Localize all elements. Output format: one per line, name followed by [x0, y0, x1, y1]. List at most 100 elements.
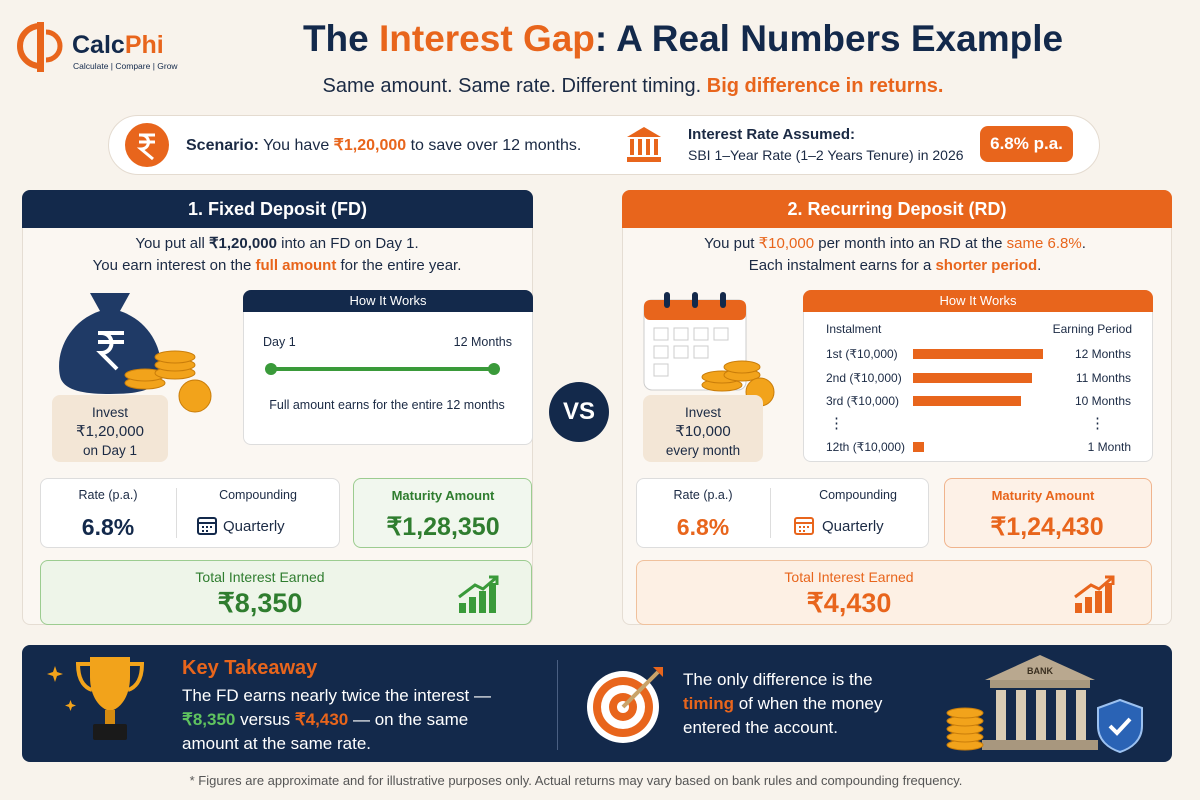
logo-icon [17, 22, 63, 72]
fd-intro-line: You put all ₹1,20,000 into an FD on Day … [135, 234, 418, 252]
text: The FD earns nearly twice the interest — [182, 686, 491, 705]
decoration [654, 139, 658, 155]
compounding-value: Quarterly [223, 518, 285, 535]
logo-part: Phi [124, 31, 164, 59]
decoration [638, 139, 642, 155]
decoration [982, 740, 1098, 750]
decoration [265, 363, 277, 375]
decoration [692, 292, 698, 308]
decoration [653, 667, 663, 677]
instalment: 3rd (₹10,000) [826, 394, 900, 408]
timeline [265, 363, 500, 375]
text: on Day 1 [82, 443, 138, 458]
compounding-value: Quarterly [822, 518, 884, 535]
subtitle: Same amount. Same rate. Different timing… [323, 75, 944, 98]
decoration [807, 526, 809, 528]
period-bar [913, 349, 1043, 359]
fd-maturity-box [353, 478, 532, 548]
timeline-end: 12 Months [453, 335, 512, 349]
decoration [1085, 597, 1092, 613]
takeaway-title: Key Takeaway [182, 657, 318, 679]
decoration [646, 139, 650, 155]
decoration [693, 327, 709, 341]
rate-value: 6.8% [81, 514, 135, 540]
period-bar [913, 373, 1033, 383]
rd-maturity-box [944, 478, 1152, 548]
text: versus [235, 710, 295, 729]
text: full amount [255, 257, 337, 274]
decoration [202, 530, 204, 532]
earning-period: 1 Month [1087, 440, 1131, 454]
scenario-label: Scenario: [186, 137, 259, 154]
decoration [178, 379, 212, 413]
decoration [621, 670, 660, 709]
decoration [202, 526, 204, 528]
rd-stats-box [636, 478, 929, 548]
text: into an FD on Day 1. [276, 235, 419, 252]
subtitle-part: Big difference in returns. [706, 75, 944, 97]
decoration [206, 530, 208, 532]
rate-source: SBI 1–Year Rate (1–2 Years Tenure) in 20… [688, 147, 964, 163]
period-bar [913, 442, 924, 452]
text: . [1081, 235, 1086, 252]
timeline-start: Day 1 [263, 335, 296, 349]
bank-icon [627, 127, 661, 162]
takeaway-right: The only difference is the timing of whe… [683, 668, 903, 740]
decoration [488, 363, 500, 375]
rd-how-title: How It Works [803, 290, 1153, 312]
decoration [105, 710, 115, 724]
decoration [17, 23, 41, 69]
decoration [803, 526, 805, 528]
earning-period: 12 Months [1074, 347, 1131, 361]
decoration [990, 680, 1090, 688]
rate-badge: 6.8% p.a. [980, 126, 1073, 162]
decoration [799, 526, 809, 532]
fd-interest-box [40, 560, 532, 625]
text: . [1037, 257, 1042, 274]
bank-sign: BANK [1027, 666, 1053, 676]
text: ₹1,20,000 [76, 423, 144, 440]
text: every month [665, 443, 741, 458]
scenario-text: Scenario: You have ₹1,20,000 to save ove… [186, 135, 581, 155]
bank-illustration: BANK [946, 655, 1143, 754]
title-part: The [302, 18, 380, 59]
money-bag [59, 293, 212, 413]
earning-period: 10 Months [1074, 394, 1131, 408]
text: shorter period [935, 257, 1038, 274]
logo-part: Calc [72, 31, 125, 59]
timeline-note: Full amount earns for the entire 12 mont… [269, 398, 505, 412]
decoration [458, 575, 499, 599]
text: The only difference is the [683, 670, 873, 689]
compounding-label: Compounding [819, 488, 897, 502]
interest-label: Total Interest Earned [195, 569, 325, 585]
column-header: Instalment [826, 322, 882, 336]
decoration [996, 690, 1006, 740]
decoration [673, 327, 689, 341]
decoration [799, 526, 801, 528]
decoration [713, 327, 729, 341]
ellipsis: ⋮ [829, 415, 844, 432]
rate-label: Rate (p.a.) [673, 488, 733, 502]
decoration [1056, 690, 1066, 740]
maturity-label: Maturity Amount [991, 488, 1095, 503]
fd-heading: 1. Fixed Deposit (FD) [22, 190, 533, 228]
text: timing [683, 694, 734, 713]
rate-value: 6.8% [676, 514, 730, 540]
decoration [946, 707, 984, 751]
rate-label: Rate (p.a.) [78, 488, 138, 502]
ellipsis: ⋮ [1090, 415, 1105, 432]
decoration [459, 583, 496, 613]
decoration [1016, 690, 1026, 740]
takeaway-text: The FD earns nearly twice the interest —… [182, 684, 522, 756]
scenario-part: ₹1,20,000 [333, 137, 407, 154]
earning-period: 11 Months [1075, 371, 1131, 385]
text: for the entire year. [336, 257, 462, 274]
text: Each instalment earns for a [748, 257, 936, 274]
rd-heading: 2. Recurring Deposit (RD) [622, 190, 1172, 228]
decoration [206, 526, 208, 528]
decoration [799, 530, 801, 532]
rd-interest-box [636, 560, 1152, 625]
decoration [202, 526, 212, 532]
divider [176, 488, 177, 538]
